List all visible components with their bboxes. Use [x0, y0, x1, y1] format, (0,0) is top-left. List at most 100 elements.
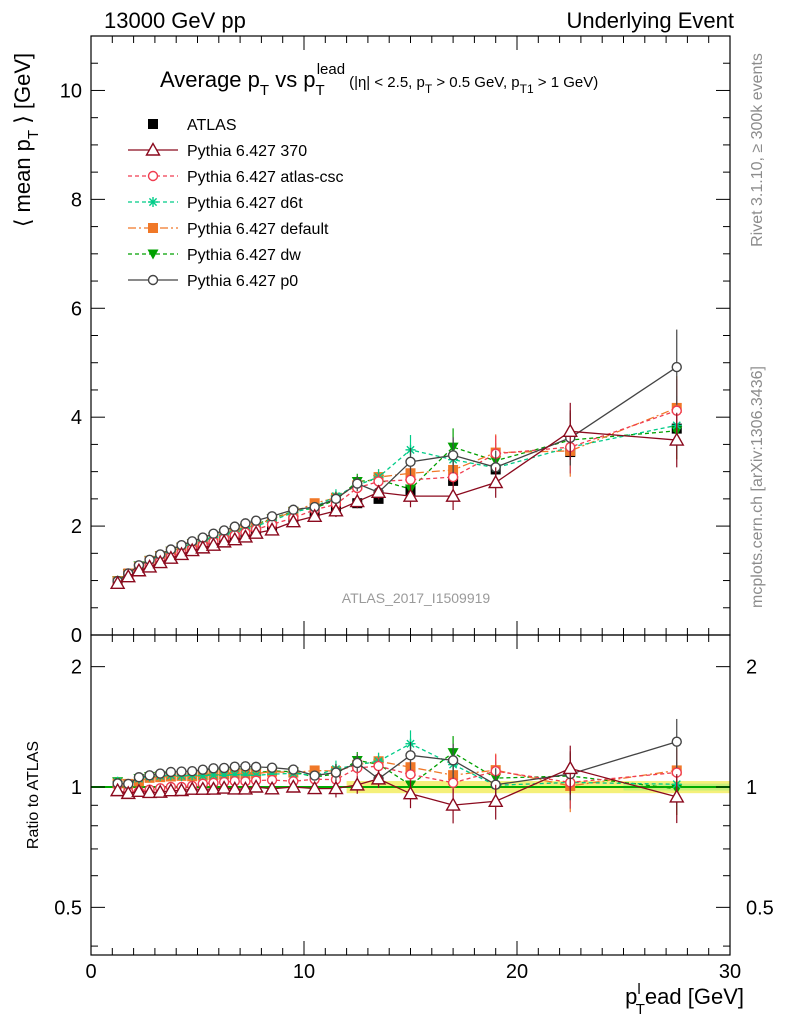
- point-atlascsc: [447, 471, 459, 483]
- point-p370: [131, 562, 147, 577]
- x-tick-label: 30: [719, 961, 741, 983]
- legend-marker: [148, 119, 158, 129]
- marker-stroke: [148, 197, 158, 207]
- series-line-dw: [117, 430, 677, 582]
- point-p370: [445, 488, 461, 502]
- ratio-point-p370: [120, 785, 136, 800]
- x-tick-label: 20: [506, 961, 528, 983]
- rivet-label: Rivet 3.1.10, ≥ 300k events: [749, 53, 766, 247]
- x-tick-label: 10: [293, 961, 315, 983]
- y-axis-label: ⟨ mean pT ⟩ [GeV]: [10, 53, 42, 227]
- ratio-point-p0: [133, 772, 145, 783]
- ratio-point-p370: [562, 760, 578, 775]
- energy-label: 13000 GeV pp: [104, 8, 246, 33]
- y-tick-label: 8: [71, 189, 82, 211]
- ratio-point-p370: [669, 788, 685, 803]
- ratio-point-p370: [173, 782, 190, 797]
- ratio-point-p0: [197, 764, 209, 775]
- ratio-point-atlascsc: [405, 769, 416, 780]
- point-p0: [288, 504, 299, 515]
- ratio-point-p0: [671, 736, 682, 747]
- legend-marker: [147, 274, 159, 286]
- ratio-point-p0: [266, 762, 278, 773]
- point-p0: [447, 450, 459, 461]
- legend: ATLAS Pythia 6.427 370 Pythia 6.427 atlas-…: [128, 117, 344, 290]
- point-p0: [266, 511, 278, 522]
- point-p370: [370, 484, 387, 499]
- point-p370: [488, 474, 504, 489]
- ratio-point-p370: [216, 780, 232, 794]
- point-p0: [330, 493, 342, 505]
- series-line-p370: [117, 430, 677, 584]
- ratio-point-p370: [445, 797, 461, 811]
- ratio-point-p370: [227, 781, 243, 795]
- point-p370: [306, 508, 323, 522]
- ratio-point-p370: [152, 784, 168, 798]
- ratio-tick-label: 0.5: [54, 897, 82, 919]
- ratio-point-p0: [309, 770, 320, 781]
- ratio-point-atlascsc: [447, 777, 459, 788]
- chart-title: Average pT vs pTlead(|η| < 2.5, pT > 0.5…: [160, 61, 598, 99]
- series-ATLAS: [112, 423, 682, 588]
- legend-label: Pythia 6.427 default: [187, 221, 329, 238]
- ratio-point-p370: [402, 785, 419, 800]
- process-label: Underlying Event: [566, 8, 734, 33]
- ratio-point-p370: [195, 781, 211, 795]
- ratio-point-p370: [141, 784, 158, 799]
- legend-label: Pythia 6.427 atlas-csc: [187, 169, 344, 186]
- ratio-point-p0: [208, 763, 219, 774]
- ratio-point-p370: [264, 780, 280, 795]
- point-p0: [250, 515, 262, 526]
- point-p370: [141, 559, 158, 573]
- ratio-point-p370: [131, 783, 147, 798]
- legend-entry-dw: Pythia 6.427 dw: [128, 247, 301, 264]
- ratio-point-p0: [240, 761, 251, 772]
- plot-layers: 0 10 20 30 0 2 4 6 8 10 0.5 0.5 1 1 2 2: [54, 35, 774, 983]
- ratio-point-p370: [349, 776, 365, 791]
- legend-marker: [148, 197, 158, 207]
- legend-entry-atlascsc: Pythia 6.427 atlas-csc: [128, 169, 344, 186]
- ratio-point-p370: [306, 780, 323, 795]
- point-p370: [237, 529, 254, 543]
- ratio-point-p370: [237, 780, 254, 795]
- ratio-tick-label-right: 2: [746, 657, 757, 679]
- point-p0: [218, 525, 230, 536]
- y-tick-label: 0: [71, 625, 82, 647]
- point-p370: [402, 488, 419, 502]
- point-p370: [562, 423, 578, 438]
- point-p370: [184, 542, 200, 557]
- legend-marker: [147, 249, 159, 260]
- legend-entry-p370: Pythia 6.427 370: [128, 142, 307, 160]
- point-p370: [195, 539, 211, 554]
- ratio-tick-label: 1: [71, 777, 82, 799]
- y-tick-label: 4: [71, 407, 82, 429]
- point-p370: [152, 554, 168, 569]
- ratio-point-p0: [144, 770, 155, 781]
- legend-label: Pythia 6.427 p0: [187, 273, 298, 290]
- ratio-point-p370: [109, 782, 126, 797]
- x-tick-label: 0: [85, 961, 96, 983]
- ratio-point-p0: [288, 764, 299, 775]
- legend-entry-default: Pythia 6.427 default: [128, 221, 329, 238]
- ratio-point-p370: [248, 779, 264, 793]
- ratio-point-p0: [186, 765, 198, 777]
- point-p0: [208, 528, 219, 539]
- legend-label: Pythia 6.427 d6t: [187, 195, 303, 212]
- x-axis-label: pl Tead [GeV]: [625, 981, 744, 1018]
- point-p370: [227, 531, 243, 546]
- point-p370: [248, 525, 264, 539]
- legend-marker: [145, 142, 161, 156]
- ratio-tick-label: 2: [71, 657, 82, 679]
- ratio-point-p0: [176, 766, 187, 777]
- point-p370: [349, 493, 365, 508]
- ratio-point-p370: [285, 779, 302, 793]
- legend-marker: [148, 223, 158, 233]
- ratio-point-p0: [229, 761, 240, 772]
- y-tick-label: 2: [71, 516, 82, 538]
- point-atlascsc: [405, 474, 416, 486]
- legend-label: Pythia 6.427 370: [187, 143, 307, 160]
- ratio-axis-label: Ratio to ATLAS: [25, 741, 42, 849]
- ratio-point-atlascsc: [373, 760, 384, 772]
- ratio-point-p0: [250, 761, 262, 773]
